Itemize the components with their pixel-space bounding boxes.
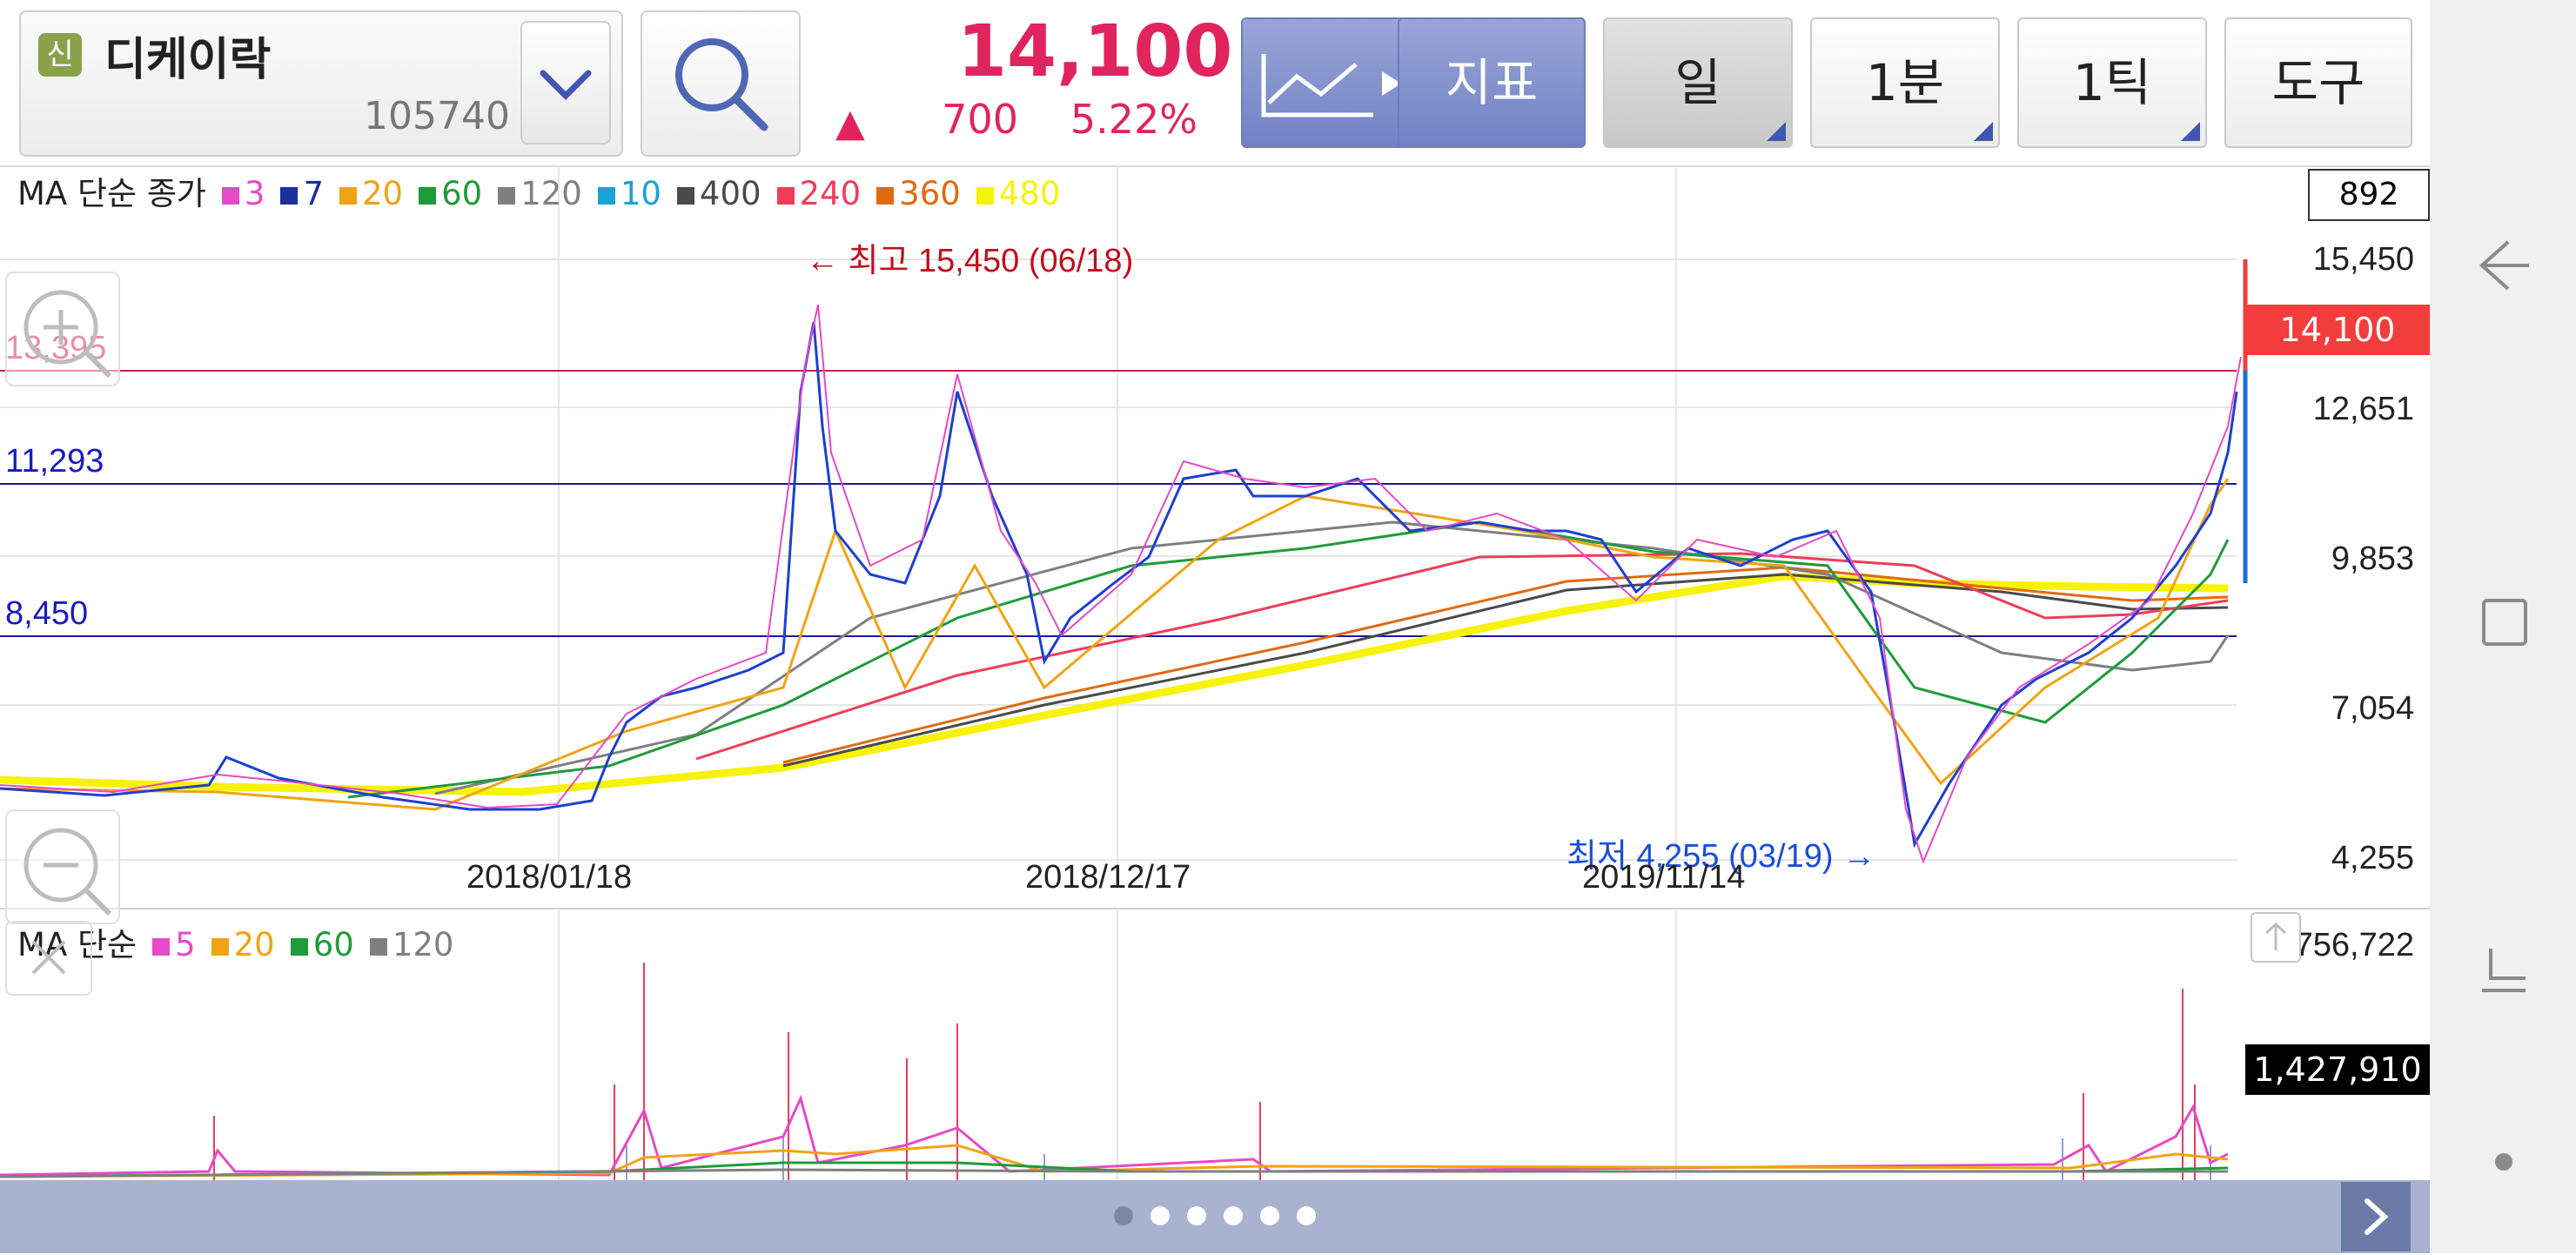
pager-dot-5[interactable] xyxy=(1260,1206,1279,1225)
vol-ma5-label: 5 xyxy=(175,926,196,963)
current-price: 14,100 xyxy=(957,10,1233,93)
new-badge: 신 xyxy=(38,33,82,77)
vol-ma60-label: 60 xyxy=(312,926,354,963)
price-axis-label-3: 9,853 xyxy=(2331,540,2414,577)
visible-count-box: 892 xyxy=(2308,169,2430,221)
pager-dot-4[interactable] xyxy=(1224,1206,1243,1225)
low-annotation: 최저 4,255 (03/19) → xyxy=(1566,838,1875,875)
pager-bar xyxy=(0,1180,2430,1253)
ma10-label: 10 xyxy=(620,175,661,212)
ma20-line xyxy=(0,478,2230,811)
ma360-label: 360 xyxy=(899,175,961,212)
price-axis-label-5: 4,255 xyxy=(2331,840,2414,876)
line-chart-icon xyxy=(1261,54,1401,117)
zoom-out-button[interactable] xyxy=(5,809,120,924)
ma10-swatch xyxy=(597,186,615,205)
ma400-label: 400 xyxy=(699,175,761,212)
close-volume-button[interactable] xyxy=(5,921,92,996)
tick-button[interactable]: 1틱 xyxy=(2017,17,2207,148)
price-axis-label-2: 12,651 xyxy=(2313,391,2414,427)
recent-apps-icon[interactable] xyxy=(2473,592,2534,653)
vol-ma20-swatch xyxy=(211,937,229,956)
ma360-swatch xyxy=(876,186,895,205)
ma360-line xyxy=(782,566,2229,764)
period-button[interactable]: 일 xyxy=(1603,17,1793,148)
vol-ma20-line xyxy=(0,1144,2229,1178)
zoom-in-button[interactable] xyxy=(5,272,120,386)
high-annotation: ← 최고 15,450 (06/18) xyxy=(806,243,1133,279)
ma480-swatch xyxy=(976,186,994,205)
pager-dot-3[interactable] xyxy=(1187,1206,1206,1225)
nav-dot-icon[interactable] xyxy=(2491,1149,2517,1175)
ma120-label: 120 xyxy=(520,175,582,212)
price-axis-label-4: 7,054 xyxy=(2331,690,2414,727)
hline-label-8450: 8,450 xyxy=(5,595,88,632)
ma60-swatch xyxy=(419,186,437,205)
ma3-swatch xyxy=(221,186,239,205)
zoom-in-icon xyxy=(23,290,112,379)
ma240-swatch xyxy=(776,186,795,205)
current-price-tag: 14,100 xyxy=(2245,305,2430,355)
zoom-out-icon xyxy=(23,828,112,916)
pager-dot-1[interactable] xyxy=(1114,1206,1133,1225)
ma480-label: 480 xyxy=(998,175,1061,212)
ma3-label: 3 xyxy=(244,175,265,212)
date-label-2: 2018/12/17 xyxy=(1025,859,1191,896)
close-icon xyxy=(31,940,66,975)
search-icon xyxy=(675,38,768,131)
vol-ma60-swatch xyxy=(290,937,308,956)
up-triangle-icon: ▲ xyxy=(835,101,865,145)
back-icon[interactable] xyxy=(2473,235,2534,296)
pager-dot-2[interactable] xyxy=(1150,1206,1170,1225)
period-label: 일 xyxy=(1674,53,1721,112)
price-change: 700 xyxy=(942,96,1018,143)
tick-label: 1틱 xyxy=(2072,53,2152,112)
vol-ma120-label: 120 xyxy=(392,926,454,963)
system-nav-bar xyxy=(2430,0,2576,1253)
ma-legend: MA 단순 종가 3 7 20 60 120 10 400 240 360 480 xyxy=(17,167,1060,214)
date-label-1: 2018/01/18 xyxy=(466,859,632,896)
ma400-swatch xyxy=(676,186,694,205)
indicator-button[interactable]: 지표 xyxy=(1398,17,1586,148)
pager-dot-6[interactable] xyxy=(1297,1206,1316,1225)
minute-button[interactable]: 1분 xyxy=(1810,17,2000,148)
ma400-line xyxy=(782,573,2229,768)
vol-ma120-swatch xyxy=(369,937,387,956)
vol-ma20-label: 20 xyxy=(233,926,275,963)
tools-button[interactable]: 도구 xyxy=(2224,17,2412,148)
scroll-up-button[interactable] xyxy=(2251,912,2301,963)
search-button[interactable] xyxy=(641,10,801,157)
vol-ma5-line xyxy=(0,1094,2229,1177)
ma20-label: 20 xyxy=(362,175,404,212)
home-icon[interactable] xyxy=(2473,940,2534,1001)
price-change-percent: 5.22% xyxy=(1070,96,1197,143)
ma120-swatch xyxy=(498,186,516,205)
stock-dropdown-button[interactable] xyxy=(520,21,611,144)
vol-ma5-swatch xyxy=(152,937,171,956)
ma7-swatch xyxy=(280,186,299,205)
arrow-up-icon xyxy=(2264,922,2287,950)
price-line-alt xyxy=(0,304,2242,864)
price-chart[interactable]: ← 최고 15,450 (06/18) 최저 4,255 (03/19) → 2… xyxy=(0,165,2430,910)
stock-code: 105740 xyxy=(364,94,510,138)
ma120-line xyxy=(434,520,2230,795)
ma7-label: 7 xyxy=(303,175,325,212)
ma60-label: 60 xyxy=(441,175,483,212)
next-page-button[interactable] xyxy=(2341,1182,2411,1252)
chevron-down-icon xyxy=(540,70,592,100)
price-axis-label-1: 15,450 xyxy=(2313,241,2414,278)
date-label-3: 2019/11/14 xyxy=(1582,859,1745,896)
vol-ma120-line xyxy=(0,1168,2228,1178)
ma240-label: 240 xyxy=(799,175,862,212)
current-volume-tag: 1,427,910 xyxy=(2245,1044,2430,1095)
ma-legend-title: MA 단순 종가 xyxy=(17,175,206,212)
chevron-right-icon xyxy=(2365,1198,2389,1235)
hline-label-11293: 11,293 xyxy=(5,443,104,480)
ma60-line xyxy=(347,520,2230,799)
ma20-swatch xyxy=(339,186,358,205)
minute-label: 1분 xyxy=(1865,53,1945,112)
stock-name[interactable]: 디케이락 xyxy=(104,34,272,86)
